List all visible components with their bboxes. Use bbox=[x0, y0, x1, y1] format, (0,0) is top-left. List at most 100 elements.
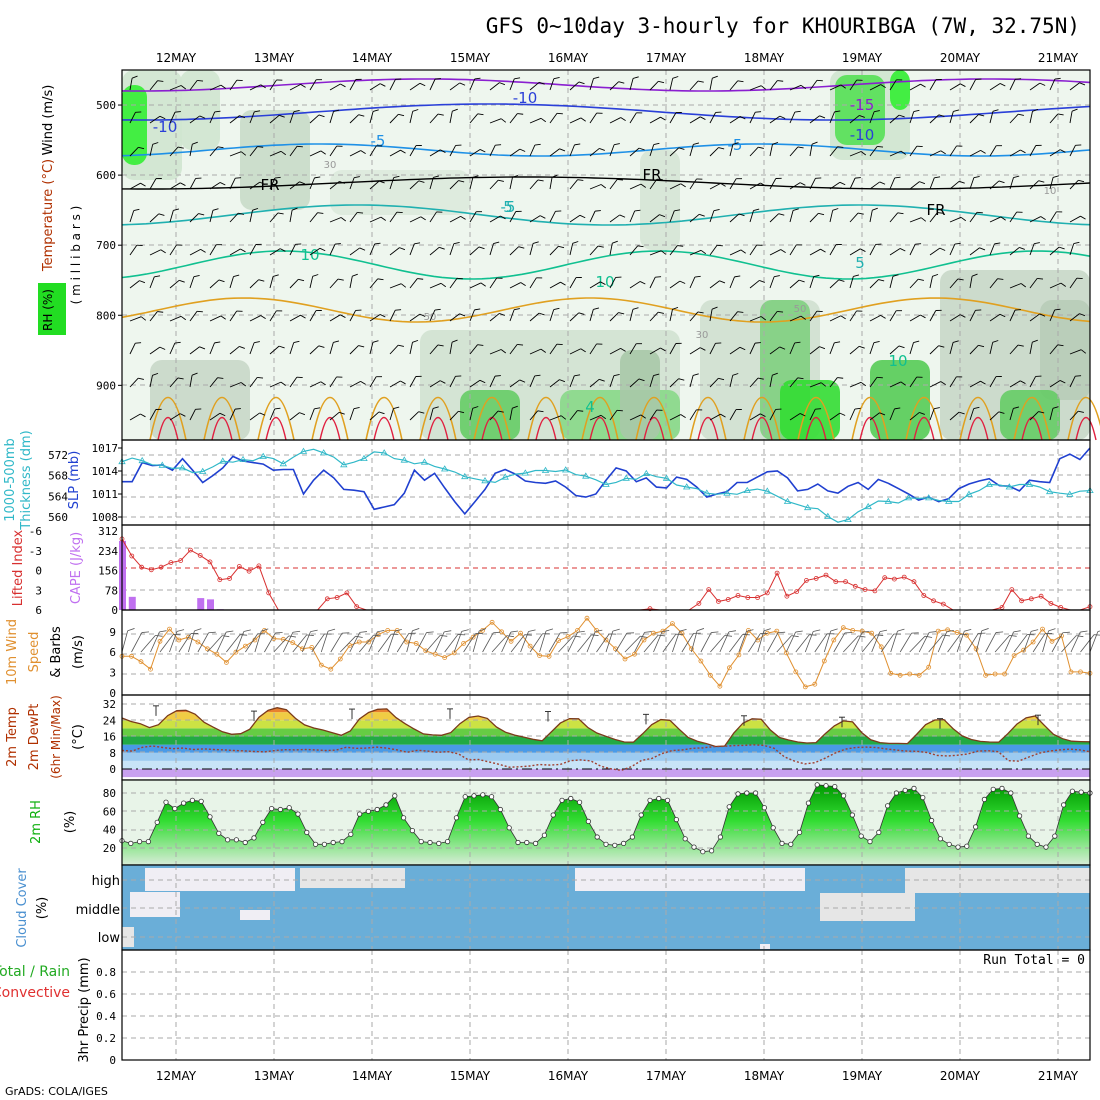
upper-wind-barb bbox=[329, 145, 343, 157]
upper-wind-barb-staff bbox=[249, 181, 261, 190]
upper-wind-barb-flag bbox=[319, 247, 326, 252]
surface-wind-barb-flag bbox=[440, 634, 448, 637]
precip-unit-label: 3hr Precip (mm) bbox=[77, 957, 92, 1062]
upper-wind-barb-staff bbox=[469, 78, 476, 91]
upper-wind-barb bbox=[309, 176, 321, 190]
surface-wind-barb-flag bbox=[327, 628, 336, 632]
upper-wind-barb bbox=[869, 181, 886, 190]
upper-wind-barb-staff bbox=[849, 345, 860, 355]
upper-wind-barb-staff bbox=[689, 144, 694, 157]
upper-wind-barb-staff bbox=[389, 114, 399, 124]
upper-wind-barb-flag bbox=[175, 111, 181, 113]
upper-wind-barb bbox=[969, 309, 982, 322]
upper-wind-barb-staff bbox=[549, 415, 562, 421]
upper-wind-barb bbox=[389, 211, 403, 223]
precip-convective-label: Convective bbox=[0, 985, 70, 1001]
upper-wind-barb-staff bbox=[789, 182, 801, 190]
upper-wind-barb bbox=[289, 412, 306, 421]
upper-wind-barb-staff bbox=[809, 248, 821, 256]
thickness-marker bbox=[824, 512, 832, 519]
upper-wind-barb-staff bbox=[269, 177, 276, 190]
upper-wind-barb bbox=[769, 213, 785, 223]
upper-wind-barb bbox=[449, 242, 460, 256]
upper-wind-barb bbox=[889, 381, 906, 388]
upper-wind-barb-staff bbox=[689, 276, 696, 289]
rh-tick-label: 80 bbox=[103, 787, 116, 800]
surface-wind-barb-staff bbox=[966, 633, 979, 653]
upper-wind-barb-staff bbox=[769, 375, 773, 388]
upper-wind-barb bbox=[749, 244, 763, 256]
upper-wind-barb-flag bbox=[719, 280, 726, 284]
thickness-marker bbox=[703, 489, 711, 496]
upper-wind-barb-flag bbox=[636, 343, 643, 345]
upper-wind-barb-flag bbox=[499, 82, 506, 86]
lifted-index-marker bbox=[256, 563, 262, 569]
upper-wind-barb-flag bbox=[798, 279, 805, 283]
wind-speed-marker bbox=[499, 629, 505, 635]
surface-wind-barb bbox=[188, 628, 202, 653]
upper-wind-barb-staff bbox=[989, 216, 1002, 223]
upper-wind-barb bbox=[589, 245, 604, 256]
upper-wind-barb bbox=[369, 145, 383, 157]
upper-wind-barb-staff bbox=[209, 244, 217, 256]
upper-wind-barb bbox=[989, 83, 1006, 91]
upper-wind-barb-staff bbox=[449, 145, 457, 157]
surface-wind-barb-flag bbox=[373, 634, 381, 637]
wind-speed-marker bbox=[167, 626, 172, 632]
upper-wind-barb bbox=[429, 175, 440, 190]
upper-wind-barb-flag bbox=[479, 149, 486, 153]
upper-wind-barb bbox=[869, 279, 885, 289]
temp-tongue-orange-10 bbox=[689, 396, 727, 441]
upper-wind-barb bbox=[1049, 380, 1066, 388]
upper-wind-barb-flag bbox=[835, 244, 842, 246]
upper-wind-barb-flag bbox=[1032, 108, 1039, 112]
upper-wind-barb bbox=[969, 380, 986, 388]
surface-wind-barb-staff bbox=[548, 632, 561, 653]
upper-wind-barb-flag bbox=[514, 308, 520, 311]
upper-wind-barb-flag bbox=[355, 309, 362, 311]
surface-wind-barb bbox=[1013, 634, 1035, 653]
upper-wind-barb bbox=[349, 345, 365, 355]
surface-wind-barb bbox=[956, 628, 972, 653]
upper-wind-barb-flag bbox=[620, 347, 626, 352]
upper-wind-barb bbox=[989, 180, 1005, 190]
thickness-marker bbox=[965, 490, 973, 497]
upper-wind-barb-flag bbox=[856, 310, 863, 312]
wind-speed-marker bbox=[888, 670, 894, 676]
rh-marker bbox=[673, 816, 680, 823]
chart-title: GFS 0~10day 3-hourly for KHOURIBGA (7W, … bbox=[486, 14, 1080, 38]
upper-wind-barb-flag bbox=[971, 273, 978, 277]
wind-speed-series bbox=[122, 617, 1091, 688]
upper-wind-barb-staff bbox=[869, 377, 878, 388]
lifted-index-marker bbox=[755, 595, 760, 600]
upper-wind-barb-flag bbox=[678, 378, 685, 381]
upper-wind-barb-flag bbox=[740, 249, 746, 254]
upper-wind-barb-staff bbox=[869, 279, 879, 289]
lifted-tick-label: 0 bbox=[35, 565, 42, 578]
upper-wind-barb bbox=[689, 347, 706, 355]
wind-speed-marker bbox=[489, 619, 495, 625]
surface-wind-barb-staff bbox=[596, 633, 610, 653]
upper-wind-barb bbox=[349, 309, 362, 322]
upper-wind-barb-staff bbox=[189, 375, 193, 388]
upper-wind-barb-staff bbox=[149, 144, 154, 157]
upper-wind-barb bbox=[389, 175, 400, 190]
upper-wind-barb-flag bbox=[339, 181, 345, 184]
surface-wind-barb-staff bbox=[406, 630, 413, 653]
upper-wind-barb-flag bbox=[278, 345, 285, 349]
upper-wind-barb bbox=[689, 80, 704, 91]
upper-wind-barb-flag bbox=[1019, 247, 1025, 250]
upper-wind-barb bbox=[1069, 179, 1085, 190]
upper-wind-barb bbox=[609, 143, 620, 157]
upper-wind-barb bbox=[669, 209, 681, 223]
surface-wind-barb-flag bbox=[377, 630, 385, 633]
upper-wind-barb bbox=[1029, 82, 1046, 91]
upper-wind-barb-staff bbox=[949, 216, 962, 223]
surface-wind-barb-flag bbox=[879, 629, 888, 632]
temp-band-6 bbox=[122, 720, 1090, 729]
upper-wind-barb-staff bbox=[869, 244, 877, 256]
surface-wind-barb-staff bbox=[463, 633, 476, 653]
lifted-index-marker bbox=[227, 576, 233, 581]
upper-wind-barb bbox=[269, 345, 285, 355]
upper-wind-barb bbox=[429, 149, 446, 157]
